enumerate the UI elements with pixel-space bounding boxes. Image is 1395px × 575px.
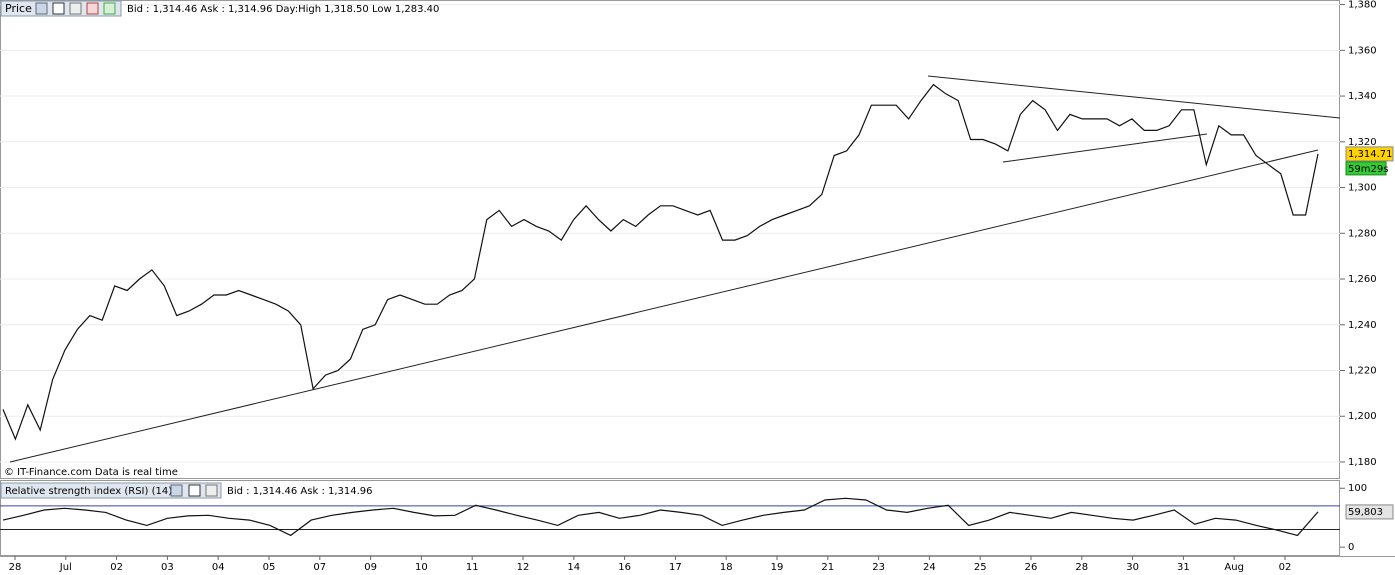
- timer-box: [1345, 161, 1387, 176]
- x-tick-label: 12: [517, 562, 530, 573]
- y-tick-label: 100: [1348, 483, 1367, 494]
- rsi-panel: [0, 480, 1340, 556]
- close-icon[interactable]: [205, 484, 218, 497]
- rsi-header: [0, 482, 222, 499]
- price-panel: [0, 0, 1340, 479]
- timer-label: 59m29s: [1348, 164, 1388, 175]
- y-tick-label: 1,280: [1348, 228, 1377, 239]
- x-tick-label: 02: [1279, 562, 1292, 573]
- settings-icon[interactable]: [170, 484, 183, 497]
- close-icon[interactable]: [69, 2, 82, 15]
- price-subtitle: Bid : 1,314.46 Ask : 1,314.96 Day:High 1…: [127, 4, 439, 15]
- y-tick-label: 1,360: [1348, 45, 1377, 56]
- x-tick-label: 16: [618, 562, 631, 573]
- y-tick-label: 1,380: [1348, 0, 1377, 11]
- y-tick-label: 1,200: [1348, 411, 1377, 422]
- x-tick-label: 30: [1126, 562, 1139, 573]
- x-tick-label: 03: [161, 562, 174, 573]
- x-tick-label: 07: [313, 562, 326, 573]
- x-tick-label: 05: [263, 562, 276, 573]
- rsi-subtitle: Bid : 1,314.46 Ask : 1,314.96: [227, 486, 373, 497]
- y-tick-label: 1,260: [1348, 274, 1377, 285]
- y-tick-label: 1,180: [1348, 457, 1377, 468]
- x-tick-label: 14: [567, 562, 580, 573]
- rsi-title: Relative strength index (RSI) (14): [5, 486, 172, 497]
- settings-icon[interactable]: [35, 2, 48, 15]
- y-tick-label: 1,300: [1348, 183, 1377, 194]
- x-tick-label: 04: [212, 562, 225, 573]
- x-tick-label: 24: [923, 562, 936, 573]
- x-tick-label: 21: [821, 562, 834, 573]
- x-tick-label: 26: [1025, 562, 1038, 573]
- x-tick-label: 19: [771, 562, 784, 573]
- series-line: [2, 497, 1319, 537]
- last-value-box: [1345, 146, 1394, 162]
- down-icon[interactable]: [86, 2, 99, 15]
- trend-line: [1002, 133, 1208, 163]
- y-tick-label: 1,240: [1348, 320, 1377, 331]
- trend-line: [9, 149, 1319, 463]
- x-tick-label: 31: [1177, 562, 1190, 573]
- annotation: © IT-Finance.com Data is real time: [4, 467, 178, 478]
- window-icon[interactable]: [52, 2, 65, 15]
- y-tick-label: 1,340: [1348, 91, 1377, 102]
- last-value-box: [1345, 504, 1394, 520]
- window-icon[interactable]: [188, 484, 201, 497]
- y-tick-label: 1,220: [1348, 366, 1377, 377]
- last-value-label: 59,803: [1348, 507, 1383, 518]
- series-line: [2, 83, 1319, 441]
- x-tick-label: Aug: [1224, 562, 1244, 573]
- x-tick-label: 10: [415, 562, 428, 573]
- x-tick-label: 28: [9, 562, 22, 573]
- x-tick-label: 23: [872, 562, 885, 573]
- x-tick-label: Jul: [59, 562, 72, 573]
- price-title: Price: [5, 2, 32, 15]
- x-tick-label: 11: [466, 562, 479, 573]
- last-value-label: 1,314.71: [1348, 149, 1393, 160]
- x-tick-label: 09: [364, 562, 377, 573]
- up-icon[interactable]: [103, 2, 116, 15]
- x-tick-label: 28: [1075, 562, 1088, 573]
- plot-layer: [0, 4, 1340, 530]
- trend-line: [927, 75, 1341, 119]
- x-tick-label: 25: [974, 562, 987, 573]
- x-tick-label: 17: [669, 562, 682, 573]
- x-tick-label: 18: [720, 562, 733, 573]
- y-tick-label: 0: [1348, 542, 1354, 553]
- x-tick-label: 02: [110, 562, 123, 573]
- y-tick-label: 1,320: [1348, 137, 1377, 148]
